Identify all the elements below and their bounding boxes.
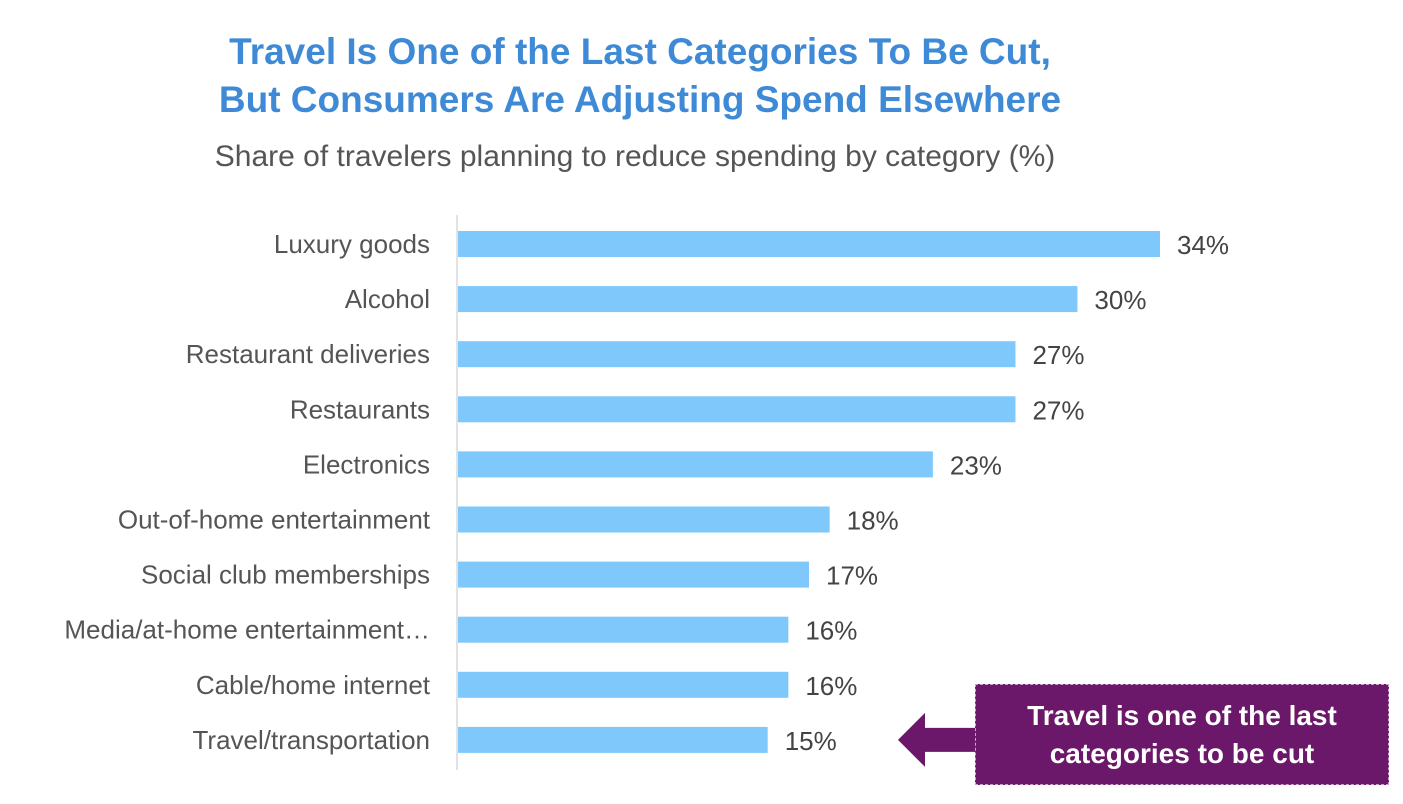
- data-label: 30%: [1094, 285, 1146, 315]
- bar: [458, 451, 933, 478]
- bar: [458, 341, 1016, 368]
- arrow-left-icon: [898, 712, 976, 767]
- chart-subtitle: Share of travelers planning to reduce sp…: [214, 140, 1056, 173]
- bar: [458, 396, 1016, 423]
- bar: [458, 286, 1078, 313]
- category-label: Travel/transportation: [193, 725, 430, 755]
- chart-title-line-2: But Consumers Are Adjusting Spend Elsewh…: [218, 79, 1062, 120]
- category-label: Luxury goods: [274, 229, 430, 259]
- category-label: Restaurant deliveries: [186, 339, 430, 369]
- bar: [458, 561, 809, 588]
- chart-title: Travel Is One of the Last Categories To …: [0, 28, 1280, 124]
- annotation-callout: Travel is one of the last categories to …: [975, 684, 1389, 785]
- category-label: Electronics: [303, 449, 430, 479]
- bar: [458, 231, 1160, 257]
- data-label: 17%: [826, 561, 878, 591]
- category-label: Alcohol: [345, 284, 430, 314]
- data-label: 27%: [1032, 340, 1084, 370]
- category-label: Out-of-home entertainment: [118, 505, 431, 535]
- data-label: 16%: [805, 616, 857, 646]
- bar: [458, 616, 789, 643]
- category-label: Media/at-home entertainment…: [64, 615, 430, 645]
- data-label: 27%: [1032, 395, 1084, 425]
- data-label: 18%: [847, 506, 899, 536]
- data-label: 34%: [1177, 230, 1229, 260]
- data-label: 23%: [950, 450, 1002, 480]
- category-label: Cable/home internet: [196, 670, 431, 700]
- bar: [458, 726, 768, 753]
- chart-title-line-1: Travel Is One of the Last Categories To …: [229, 31, 1051, 72]
- bar: [458, 506, 830, 533]
- category-label: Social club memberships: [141, 560, 430, 590]
- data-label: 16%: [805, 671, 857, 701]
- data-label: 15%: [785, 726, 837, 756]
- bar: [458, 671, 789, 698]
- category-label: Restaurants: [290, 394, 430, 424]
